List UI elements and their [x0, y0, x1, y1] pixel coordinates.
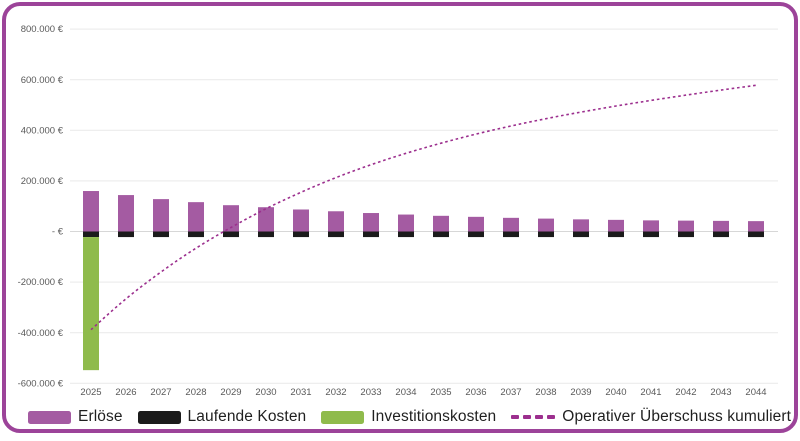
- bar-laufende-kosten-2033: [363, 231, 379, 238]
- x-tick-label-2028: 2028: [185, 387, 206, 398]
- bar-erl-se-2036: [468, 216, 484, 232]
- bar-erl-se-2035: [433, 215, 449, 232]
- bar-erl-se-2025: [83, 191, 99, 232]
- bar-laufende-kosten-2043: [713, 231, 729, 238]
- x-tick-label-2037: 2037: [500, 387, 521, 398]
- bar-laufende-kosten-2044: [748, 231, 764, 238]
- bar-erl-se-2037: [503, 217, 519, 232]
- bar-laufende-kosten-2028: [188, 231, 204, 238]
- bar-erl-se-2040: [608, 219, 624, 232]
- x-tick-label-2025: 2025: [80, 387, 101, 398]
- bar-erl-se-2043: [713, 220, 729, 232]
- bar-laufende-kosten-2039: [573, 231, 589, 238]
- x-tick-label-2044: 2044: [745, 387, 766, 398]
- x-tick-label-2031: 2031: [290, 387, 311, 398]
- x-tick-label-2032: 2032: [325, 387, 346, 398]
- y-tick-label: -600.000 €: [18, 378, 64, 389]
- bar-erl-se-2041: [643, 220, 659, 232]
- x-tick-label-2034: 2034: [395, 387, 416, 398]
- bar-laufende-kosten-2034: [398, 231, 414, 238]
- y-tick-label: -200.000 €: [18, 277, 64, 288]
- legend-label: Erlöse: [78, 408, 123, 425]
- x-tick-label-2033: 2033: [360, 387, 381, 398]
- bar-investitionskosten-2025: [83, 237, 99, 371]
- x-tick-label-2036: 2036: [465, 387, 486, 398]
- y-tick-label: 600.000 €: [21, 75, 64, 86]
- legend-item-laufende-kosten[interactable]: Laufende Kosten: [137, 408, 307, 426]
- y-tick-label: -400.000 €: [18, 328, 64, 339]
- bar-laufende-kosten-2035: [433, 231, 449, 238]
- bar-laufende-kosten-2027: [153, 231, 169, 238]
- bar-erl-se-2039: [573, 219, 589, 232]
- x-tick-label-2029: 2029: [220, 387, 241, 398]
- bar-laufende-kosten-2040: [608, 231, 624, 238]
- x-tick-label-2041: 2041: [640, 387, 661, 398]
- x-tick-label-2027: 2027: [150, 387, 171, 398]
- bar-erl-se-2042: [678, 220, 694, 232]
- bar-laufende-kosten-2036: [468, 231, 484, 238]
- bar-erl-se-2032: [328, 211, 344, 232]
- chart-legend: Erlöse Laufende Kosten Investitionskosten O…: [28, 404, 791, 430]
- legend-swatch: [321, 410, 365, 424]
- legend-item-investitionskosten[interactable]: Investitionskosten: [321, 408, 496, 426]
- x-tick-label-2038: 2038: [535, 387, 556, 398]
- bar-erl-se-2044: [748, 221, 764, 232]
- bar-erl-se-2038: [538, 218, 554, 232]
- chart-card: 800.000 € 600.000 € 400.000 € 200.000 € - € -…: [2, 2, 798, 433]
- y-tick-label: - €: [52, 227, 64, 238]
- x-tick-label-2030: 2030: [255, 387, 276, 398]
- legend-label: Investitionskosten: [371, 408, 497, 425]
- bar-erl-se-2033: [363, 213, 379, 232]
- bar-erl-se-2034: [398, 214, 414, 232]
- x-tick-label-2042: 2042: [675, 387, 696, 398]
- bar-erl-se-2031: [293, 209, 309, 232]
- legend-label: Laufende Kosten: [187, 408, 307, 425]
- bar-laufende-kosten-2038: [538, 231, 554, 238]
- bar-erl-se-2026: [118, 195, 134, 232]
- legend-item-operativer-berschuss-kumuliert[interactable]: Operativer Überschuss kumuliert: [511, 408, 791, 426]
- y-tick-label: 800.000 €: [21, 24, 64, 35]
- legend-item-erl-se[interactable]: Erlöse: [28, 408, 123, 426]
- bar-laufende-kosten-2025: [83, 231, 99, 238]
- bar-laufende-kosten-2030: [258, 231, 274, 238]
- bar-laufende-kosten-2026: [118, 231, 134, 238]
- bar-laufende-kosten-2041: [643, 231, 659, 238]
- legend-swatch: [28, 410, 71, 424]
- x-tick-label-2035: 2035: [430, 387, 451, 398]
- bar-erl-se-2030: [258, 207, 274, 232]
- y-tick-label: 400.000 €: [21, 125, 64, 136]
- bar-erl-se-2028: [188, 202, 204, 232]
- x-tick-label-2040: 2040: [605, 387, 626, 398]
- bar-erl-se-2027: [153, 199, 169, 232]
- x-tick-label-2026: 2026: [115, 387, 136, 398]
- cumulative-line: [90, 84, 757, 331]
- bar-laufende-kosten-2032: [328, 231, 344, 238]
- legend-swatch: [137, 410, 181, 424]
- legend-dash-swatch: [511, 415, 556, 419]
- y-tick-label: 200.000 €: [21, 176, 64, 187]
- bar-laufende-kosten-2042: [678, 231, 694, 238]
- combo-chart: 800.000 € 600.000 € 400.000 € 200.000 € - € -…: [18, 24, 778, 398]
- x-tick-label-2043: 2043: [710, 387, 731, 398]
- legend-label: Operativer Überschuss kumuliert: [562, 408, 792, 425]
- bar-laufende-kosten-2037: [503, 231, 519, 238]
- bar-laufende-kosten-2031: [293, 231, 309, 238]
- bar-laufende-kosten-2029: [223, 231, 239, 238]
- x-tick-label-2039: 2039: [570, 387, 591, 398]
